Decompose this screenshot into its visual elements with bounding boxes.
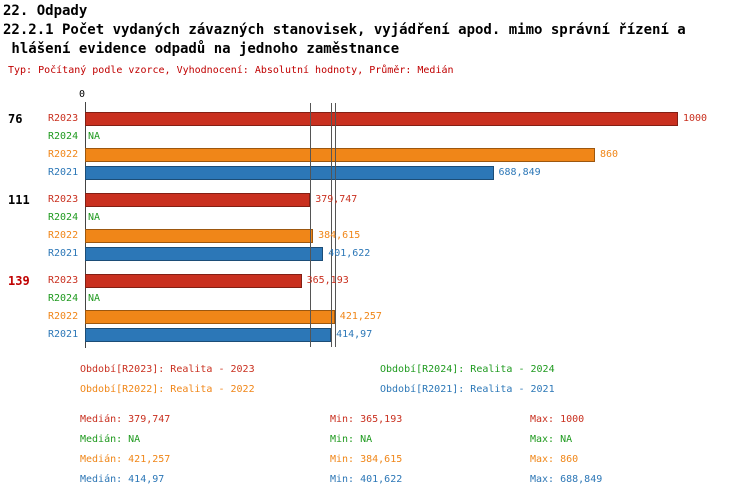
bar-value-label: 379,747	[315, 194, 358, 205]
group-number-label: 139	[8, 274, 30, 288]
stat-min-r2021: Min: 401,622	[330, 474, 403, 485]
legend-item-r2024: Období[R2024]: Realita - 2024	[380, 364, 555, 375]
series-label-r2023: R2023	[48, 194, 79, 205]
stat-max-r2022: Max: 860	[530, 454, 579, 465]
chart-row: R2022 421,257	[0, 308, 750, 326]
group-number-label: 111	[8, 193, 30, 207]
bar-value-label: 688,849	[498, 167, 541, 178]
bar-value-label: 401,622	[328, 248, 371, 259]
stat-min-r2024: Min: NA	[330, 434, 373, 445]
bar-value-label: NA	[88, 293, 101, 304]
bar-r2022	[85, 310, 335, 324]
chart-row: R2022 860	[0, 146, 750, 164]
legend-item-r2022: Období[R2022]: Realita - 2022	[80, 384, 255, 395]
stat-median-r2022: Medián: 421,257	[80, 454, 171, 465]
group-number-label: 76	[8, 112, 23, 126]
chart-row: R2021 688,849	[0, 164, 750, 182]
chapter-title: 22. Odpady	[3, 3, 88, 19]
bar-group-139: 139 R2023 365,193 R2024 NA R2022 421,257 R2021 4…	[0, 272, 750, 344]
bar-r2023	[85, 193, 311, 207]
chart-row: 76 R2023 1000	[0, 110, 750, 128]
series-label-r2021: R2021	[48, 167, 79, 178]
stat-median-r2023: Medián: 379,747	[80, 414, 171, 425]
series-label-r2021: R2021	[48, 248, 79, 259]
indicator-meta-text: Typ: Počítaný podle vzorce, Vyhodnocení:…	[8, 65, 454, 76]
stat-median-r2021: Medián: 414,97	[80, 474, 165, 485]
chart-row: 139 R2023 365,193	[0, 272, 750, 290]
indicator-title-line2: hlášení evidence odpadů na jednoho zaměs…	[3, 41, 400, 57]
stat-median-r2024: Medián: NA	[80, 434, 141, 445]
chart-row: R2024 NA	[0, 209, 750, 227]
stat-max-r2021: Max: 688,849	[530, 474, 603, 485]
series-label-r2023: R2023	[48, 113, 79, 124]
stat-max-r2024: Max: NA	[530, 434, 573, 445]
axis-baseline	[85, 102, 86, 348]
series-label-r2021: R2021	[48, 329, 79, 340]
chart-row: R2022 384,615	[0, 227, 750, 245]
chart-row: 111 R2023 379,747	[0, 191, 750, 209]
x-axis-zero-tick-label: 0	[79, 89, 86, 100]
legend-item-r2021: Období[R2021]: Realita - 2021	[380, 384, 555, 395]
series-label-r2024: R2024	[48, 212, 79, 223]
bar-group-111: 111 R2023 379,747 R2024 NA R2022 384,615 R2021 4…	[0, 191, 750, 263]
series-label-r2022: R2022	[48, 149, 79, 160]
bar-value-label: 1000	[683, 113, 708, 124]
series-label-r2024: R2024	[48, 293, 79, 304]
series-label-r2023: R2023	[48, 275, 79, 286]
stat-min-r2022: Min: 384,615	[330, 454, 403, 465]
bar-value-label: 365,193	[306, 275, 349, 286]
median-marker-line-r2023	[310, 103, 312, 347]
bar-value-label: NA	[88, 131, 101, 142]
bar-value-label: NA	[88, 212, 101, 223]
series-label-r2024: R2024	[48, 131, 79, 142]
bar-chart: 76 R2023 1000 R2024 NA R2022 860 R2021 688,849 11…	[0, 103, 750, 350]
series-label-r2022: R2022	[48, 230, 79, 241]
median-marker-line-r2021	[331, 103, 333, 347]
bar-value-label: 384,615	[318, 230, 361, 241]
bar-r2023	[85, 274, 302, 288]
series-label-r2022: R2022	[48, 311, 79, 322]
bar-r2022	[85, 148, 595, 162]
stat-min-r2023: Min: 365,193	[330, 414, 403, 425]
chart-row: R2024 NA	[0, 290, 750, 308]
indicator-title-line1: 22.2.1 Počet vydaných závazných stanovis…	[3, 22, 686, 38]
bar-group-76: 76 R2023 1000 R2024 NA R2022 860 R2021 688,849	[0, 110, 750, 182]
stat-max-r2023: Max: 1000	[530, 414, 585, 425]
bar-value-label: 860	[600, 149, 619, 160]
bar-r2021	[85, 247, 324, 261]
chart-row: R2024 NA	[0, 128, 750, 146]
bar-r2023	[85, 112, 678, 126]
median-marker-line-r2022	[334, 103, 336, 347]
legend-item-r2023: Období[R2023]: Realita - 2023	[80, 364, 255, 375]
bar-r2021	[85, 328, 332, 342]
chart-row: R2021 401,622	[0, 245, 750, 263]
bar-r2022	[85, 229, 314, 243]
bar-value-label: 414,97	[336, 329, 373, 340]
bar-r2021	[85, 166, 494, 180]
bar-value-label: 421,257	[339, 311, 382, 322]
chart-row: R2021 414,97	[0, 326, 750, 344]
